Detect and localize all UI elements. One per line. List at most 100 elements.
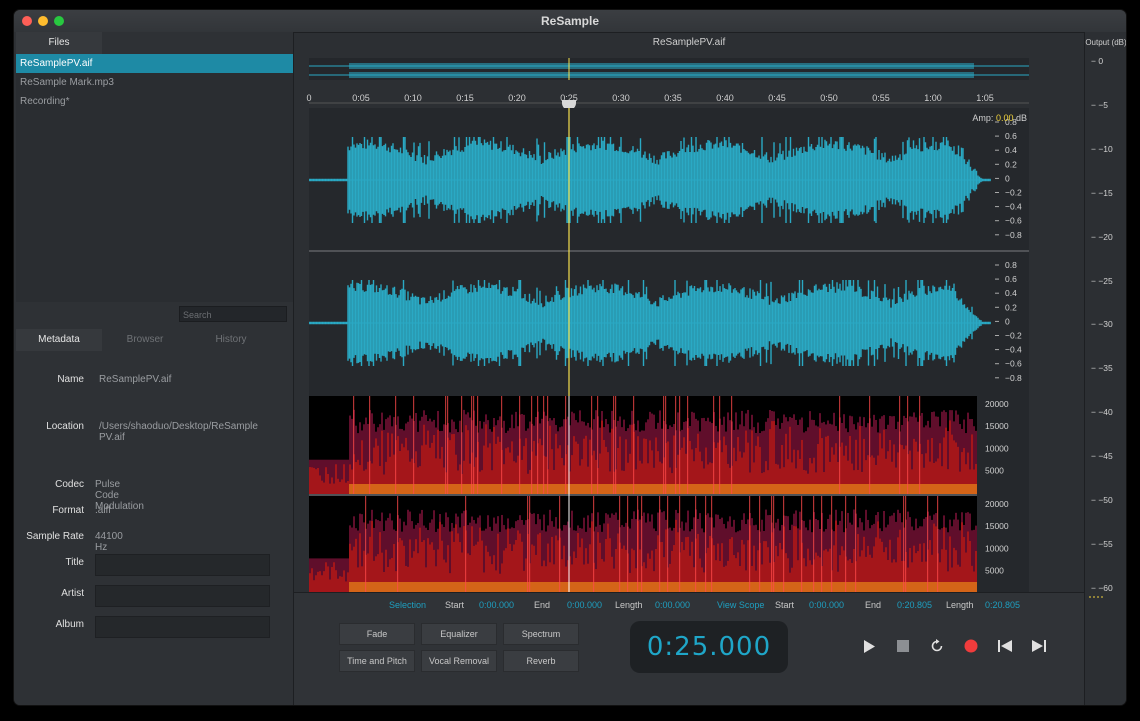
vocal-removal-button[interactable]: Vocal Removal: [421, 650, 497, 672]
album-label: Album: [55, 619, 84, 630]
file-item-resample-mark[interactable]: ReSample Mark.mp3: [20, 77, 114, 88]
sample-rate-value: 44100 Hz: [95, 531, 123, 553]
stop-icon[interactable]: [894, 637, 912, 655]
output-db-tick: − −35: [1091, 363, 1113, 374]
output-db-tick: − 0: [1091, 56, 1104, 66]
amplitude-tick: 0.8: [1005, 260, 1017, 270]
frequency-tick: 10000: [985, 543, 1009, 553]
ruler-tick: 0:25: [560, 93, 578, 103]
frequency-tick: 20000: [985, 399, 1009, 409]
selection-start-value: 0:00.000: [479, 600, 515, 610]
record-icon[interactable]: [962, 637, 980, 655]
frequency-tick: 15000: [985, 421, 1009, 431]
view-scope-end-value: 0:20.805: [897, 600, 933, 610]
minimize-window-button[interactable]: [38, 16, 48, 26]
amplitude-tick: 0.2: [1005, 302, 1017, 312]
editor-area: ReSamplePV.aif 0 0:05 0:10 0:15 0:20 0:2…: [294, 32, 1084, 705]
ruler-tick: 0:10: [404, 93, 422, 103]
amplitude-tick: −0.8: [1005, 230, 1022, 240]
view-scope-start-label: Start: [775, 600, 795, 610]
amplitude-tick: 0.6: [1005, 274, 1017, 284]
ruler-tick: 0:55: [872, 93, 890, 103]
selection-start-label: Start: [445, 600, 465, 610]
search-input[interactable]: Search: [179, 306, 287, 322]
tab-history[interactable]: History: [215, 334, 247, 345]
frequency-tick: 20000: [985, 499, 1009, 509]
view-scope-label: View Scope: [717, 600, 765, 610]
ruler-tick: 0:30: [612, 93, 630, 103]
location-value-line1: /Users/shaoduo/Desktop/ReSample: [99, 421, 258, 432]
output-meter: Output (dB) − 0 − −5 − −10 − −15 − −20 − −25 −…: [1084, 32, 1126, 705]
amplitude-tick: −0.2: [1005, 331, 1022, 341]
play-icon[interactable]: [860, 637, 878, 655]
amplitude-tick: 0: [1005, 316, 1010, 326]
time-and-pitch-button[interactable]: Time and Pitch: [339, 650, 415, 672]
file-item-resamplepv[interactable]: ReSamplePV.aif: [16, 54, 293, 73]
loop-icon[interactable]: [928, 637, 946, 655]
output-db-tick: − −5: [1091, 99, 1109, 110]
bottom-controls: Selection Start 0:00.000 End 0:00.000 Le…: [294, 592, 1084, 705]
reverb-button[interactable]: Reverb: [503, 650, 579, 672]
location-value-line2: PV.aif: [99, 432, 125, 443]
artist-field[interactable]: [95, 585, 270, 607]
left-panel: Files ReSamplePV.aif ReSample Mark.mp3 R…: [14, 32, 294, 705]
selection-length-value: 0:00.000: [655, 600, 691, 610]
amplitude-tick: −0.8: [1005, 373, 1022, 383]
amplitude-tick: −0.4: [1005, 345, 1022, 355]
title-bar: ReSample: [14, 10, 1126, 33]
playhead-handle-icon[interactable]: [562, 100, 576, 110]
ruler-tick: 1:05: [976, 93, 994, 103]
amp-unit: dB: [1015, 113, 1027, 123]
skip-back-icon[interactable]: [996, 637, 1014, 655]
ruler-tick: 0:20: [508, 93, 526, 103]
time-display: 0:25.000: [630, 621, 788, 673]
ruler-tick: 0:05: [352, 93, 370, 103]
spectrum-button[interactable]: Spectrum: [503, 623, 579, 645]
ruler-graphic: [309, 102, 1029, 104]
album-field[interactable]: [95, 616, 270, 638]
ruler-tick: 0:40: [716, 93, 734, 103]
amplitude-tick: 0.8: [1005, 117, 1017, 127]
output-db-tick: − −45: [1091, 451, 1113, 462]
view-scope-length-value: 0:20.805: [985, 600, 1021, 610]
zoom-window-button[interactable]: [54, 16, 64, 26]
close-window-button[interactable]: [22, 16, 32, 26]
output-db-tick: − −15: [1091, 187, 1113, 198]
tab-metadata[interactable]: Metadata: [16, 329, 102, 351]
codec-label: Codec: [55, 479, 84, 490]
view-scope-length-label: Length: [946, 600, 974, 610]
ruler-tick: 0:35: [664, 93, 682, 103]
time-ruler[interactable]: 0 0:05 0:10 0:15 0:20 0:25 0:30 0:35 0:4…: [306, 84, 1029, 110]
amplitude-tick: −0.2: [1005, 188, 1022, 198]
file-item-recording[interactable]: Recording*: [20, 96, 70, 107]
selection-end-value: 0:00.000: [567, 600, 603, 610]
tab-browser[interactable]: Browser: [126, 334, 164, 345]
tab-files[interactable]: Files: [16, 32, 102, 54]
ruler-tick: 0:15: [456, 93, 474, 103]
output-db-tick: − −50: [1091, 495, 1113, 505]
frequency-tick: 5000: [985, 466, 1004, 476]
ruler-tick: 0: [306, 93, 312, 103]
file-list: ReSamplePV.aif ReSample Mark.mp3 Recordi…: [16, 54, 293, 302]
overview-wave-graphic: [309, 58, 1029, 80]
view-scope-start-value: 0:00.000: [809, 600, 845, 610]
output-db-tick: − −55: [1091, 538, 1113, 549]
amplitude-tick: −0.6: [1005, 359, 1022, 369]
output-db-tick: − −20: [1091, 231, 1113, 242]
equalizer-button[interactable]: Equalizer: [421, 623, 497, 645]
output-level-marker: [1089, 596, 1103, 598]
overview-waveform[interactable]: [309, 58, 1029, 80]
amp-value: 0.00: [995, 113, 1014, 123]
editor-file-title: ReSamplePV.aif: [652, 37, 726, 48]
ruler-tick: 0:45: [768, 93, 786, 103]
skip-forward-icon[interactable]: [1030, 637, 1048, 655]
frequency-tick: 15000: [985, 521, 1009, 531]
output-db-tick: − −30: [1091, 319, 1113, 330]
output-db-tick: − −25: [1091, 275, 1113, 286]
waveform-tracks[interactable]: 0.8 0.6 0.4 0.2 0 −0.2 −0.4 −0.6 −0.8 0.8 0.6 0.4 0.…: [309, 108, 1029, 592]
app-window: ReSample Files ReSamplePV.aif ReSample M…: [14, 10, 1126, 705]
title-field[interactable]: [95, 554, 270, 576]
artist-label: Artist: [61, 588, 84, 599]
fade-button[interactable]: Fade: [339, 623, 415, 645]
name-value: ReSamplePV.aif: [99, 374, 172, 385]
